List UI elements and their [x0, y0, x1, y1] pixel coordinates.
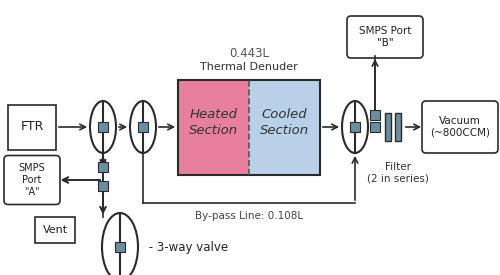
Bar — [395, 113, 401, 141]
Text: Thermal Denuder: Thermal Denuder — [200, 62, 298, 72]
Text: FTR: FTR — [20, 120, 44, 133]
Text: Filter
(2 in series): Filter (2 in series) — [367, 162, 429, 184]
Bar — [138, 122, 148, 132]
FancyBboxPatch shape — [347, 16, 423, 58]
Bar — [98, 162, 108, 172]
FancyBboxPatch shape — [4, 155, 60, 205]
Text: SMPS
Port
"A": SMPS Port "A" — [18, 163, 46, 197]
Text: Heated
Section: Heated Section — [189, 109, 238, 136]
Text: - 3-way valve: - 3-way valve — [145, 241, 228, 254]
Ellipse shape — [90, 101, 116, 153]
Bar — [178, 80, 249, 175]
Bar — [350, 122, 360, 132]
Ellipse shape — [342, 101, 368, 153]
FancyBboxPatch shape — [422, 101, 498, 153]
Bar — [115, 242, 125, 252]
Text: Vent: Vent — [42, 225, 68, 235]
Text: 0.443L: 0.443L — [229, 47, 269, 60]
Bar — [370, 110, 380, 120]
Bar — [178, 80, 320, 175]
Bar — [249, 80, 320, 175]
Text: Vacuum
(~800CCM): Vacuum (~800CCM) — [430, 116, 490, 138]
Text: By-pass Line: 0.108L: By-pass Line: 0.108L — [195, 211, 303, 221]
Bar — [370, 122, 380, 132]
Bar — [98, 181, 108, 191]
Bar — [35, 217, 75, 243]
Bar — [8, 104, 56, 150]
Ellipse shape — [130, 101, 156, 153]
Text: SMPS Port
"B": SMPS Port "B" — [359, 26, 411, 48]
Bar — [385, 113, 391, 141]
Text: Cooled
Section: Cooled Section — [260, 109, 309, 136]
Ellipse shape — [102, 213, 138, 275]
Bar — [98, 122, 108, 132]
